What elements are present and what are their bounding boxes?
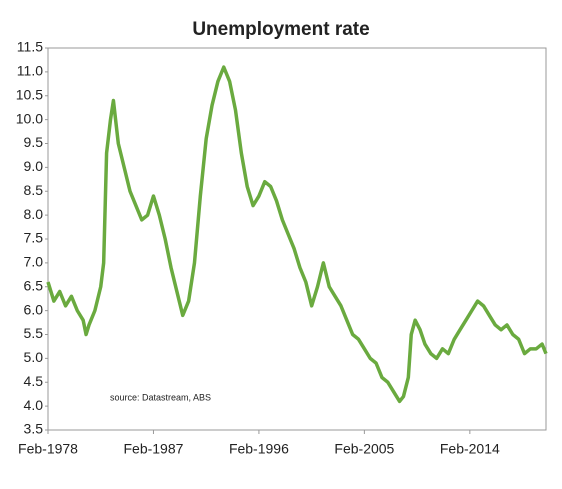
x-tick-label: Feb-1978: [18, 441, 78, 457]
y-tick-label: 7.0: [24, 254, 44, 270]
y-tick-label: 10.5: [16, 86, 43, 102]
x-tick-label: Feb-2014: [440, 441, 500, 457]
y-tick-label: 4.5: [24, 373, 44, 389]
y-tick-label: 5.0: [24, 349, 44, 365]
chart-title: Unemployment rate: [192, 19, 369, 40]
y-tick-label: 4.0: [24, 397, 44, 413]
y-tick-label: 5.5: [24, 325, 44, 341]
y-tick-label: 8.5: [24, 182, 44, 198]
annotation: source: Datastream, ABS: [110, 392, 211, 402]
y-tick-label: 3.5: [24, 421, 44, 437]
y-tick-label: 11.5: [17, 39, 43, 55]
y-tick-label: 8.0: [24, 206, 44, 222]
y-tick-label: 10.0: [16, 110, 43, 126]
x-tick-label: Feb-1987: [123, 441, 183, 457]
plot-frame: [47, 47, 547, 431]
data-line: [46, 65, 548, 404]
y-tick-label: 9.0: [24, 158, 44, 174]
y-tick-label: 6.5: [24, 277, 44, 293]
x-tick-label: Feb-1996: [229, 441, 289, 457]
y-tick-label: 11.0: [17, 63, 43, 79]
y-tick-label: 6.0: [24, 301, 44, 317]
x-tick-label: Feb-2005: [334, 441, 394, 457]
y-tick-label: 9.5: [24, 134, 44, 150]
y-tick-label: 7.5: [24, 230, 44, 246]
